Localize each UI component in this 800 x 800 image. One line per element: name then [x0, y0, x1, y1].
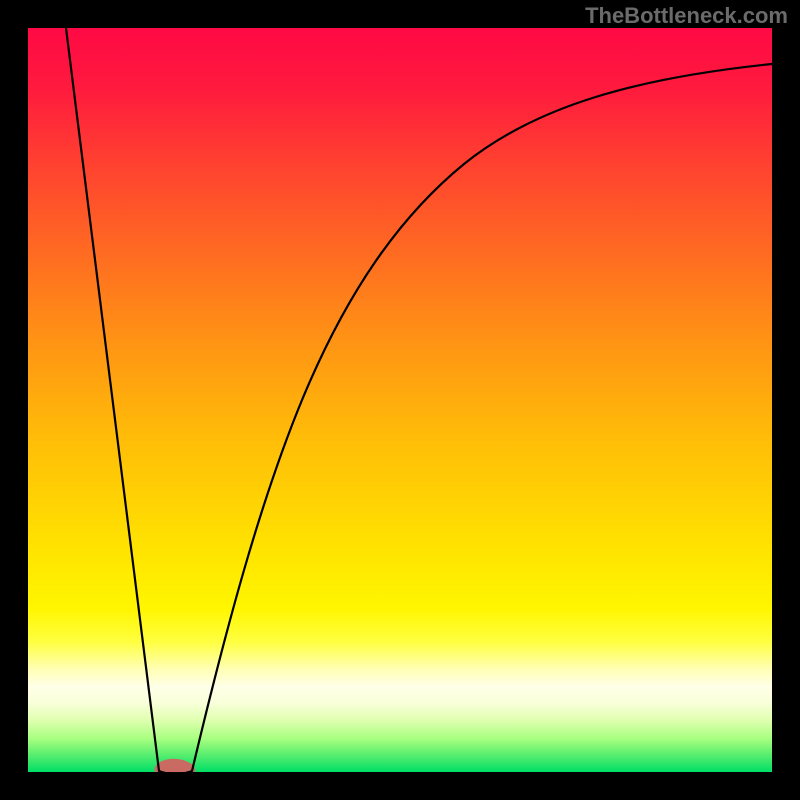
watermark-text: TheBottleneck.com	[585, 3, 788, 29]
plot-area	[28, 28, 772, 772]
bottleneck-chart	[0, 0, 800, 800]
